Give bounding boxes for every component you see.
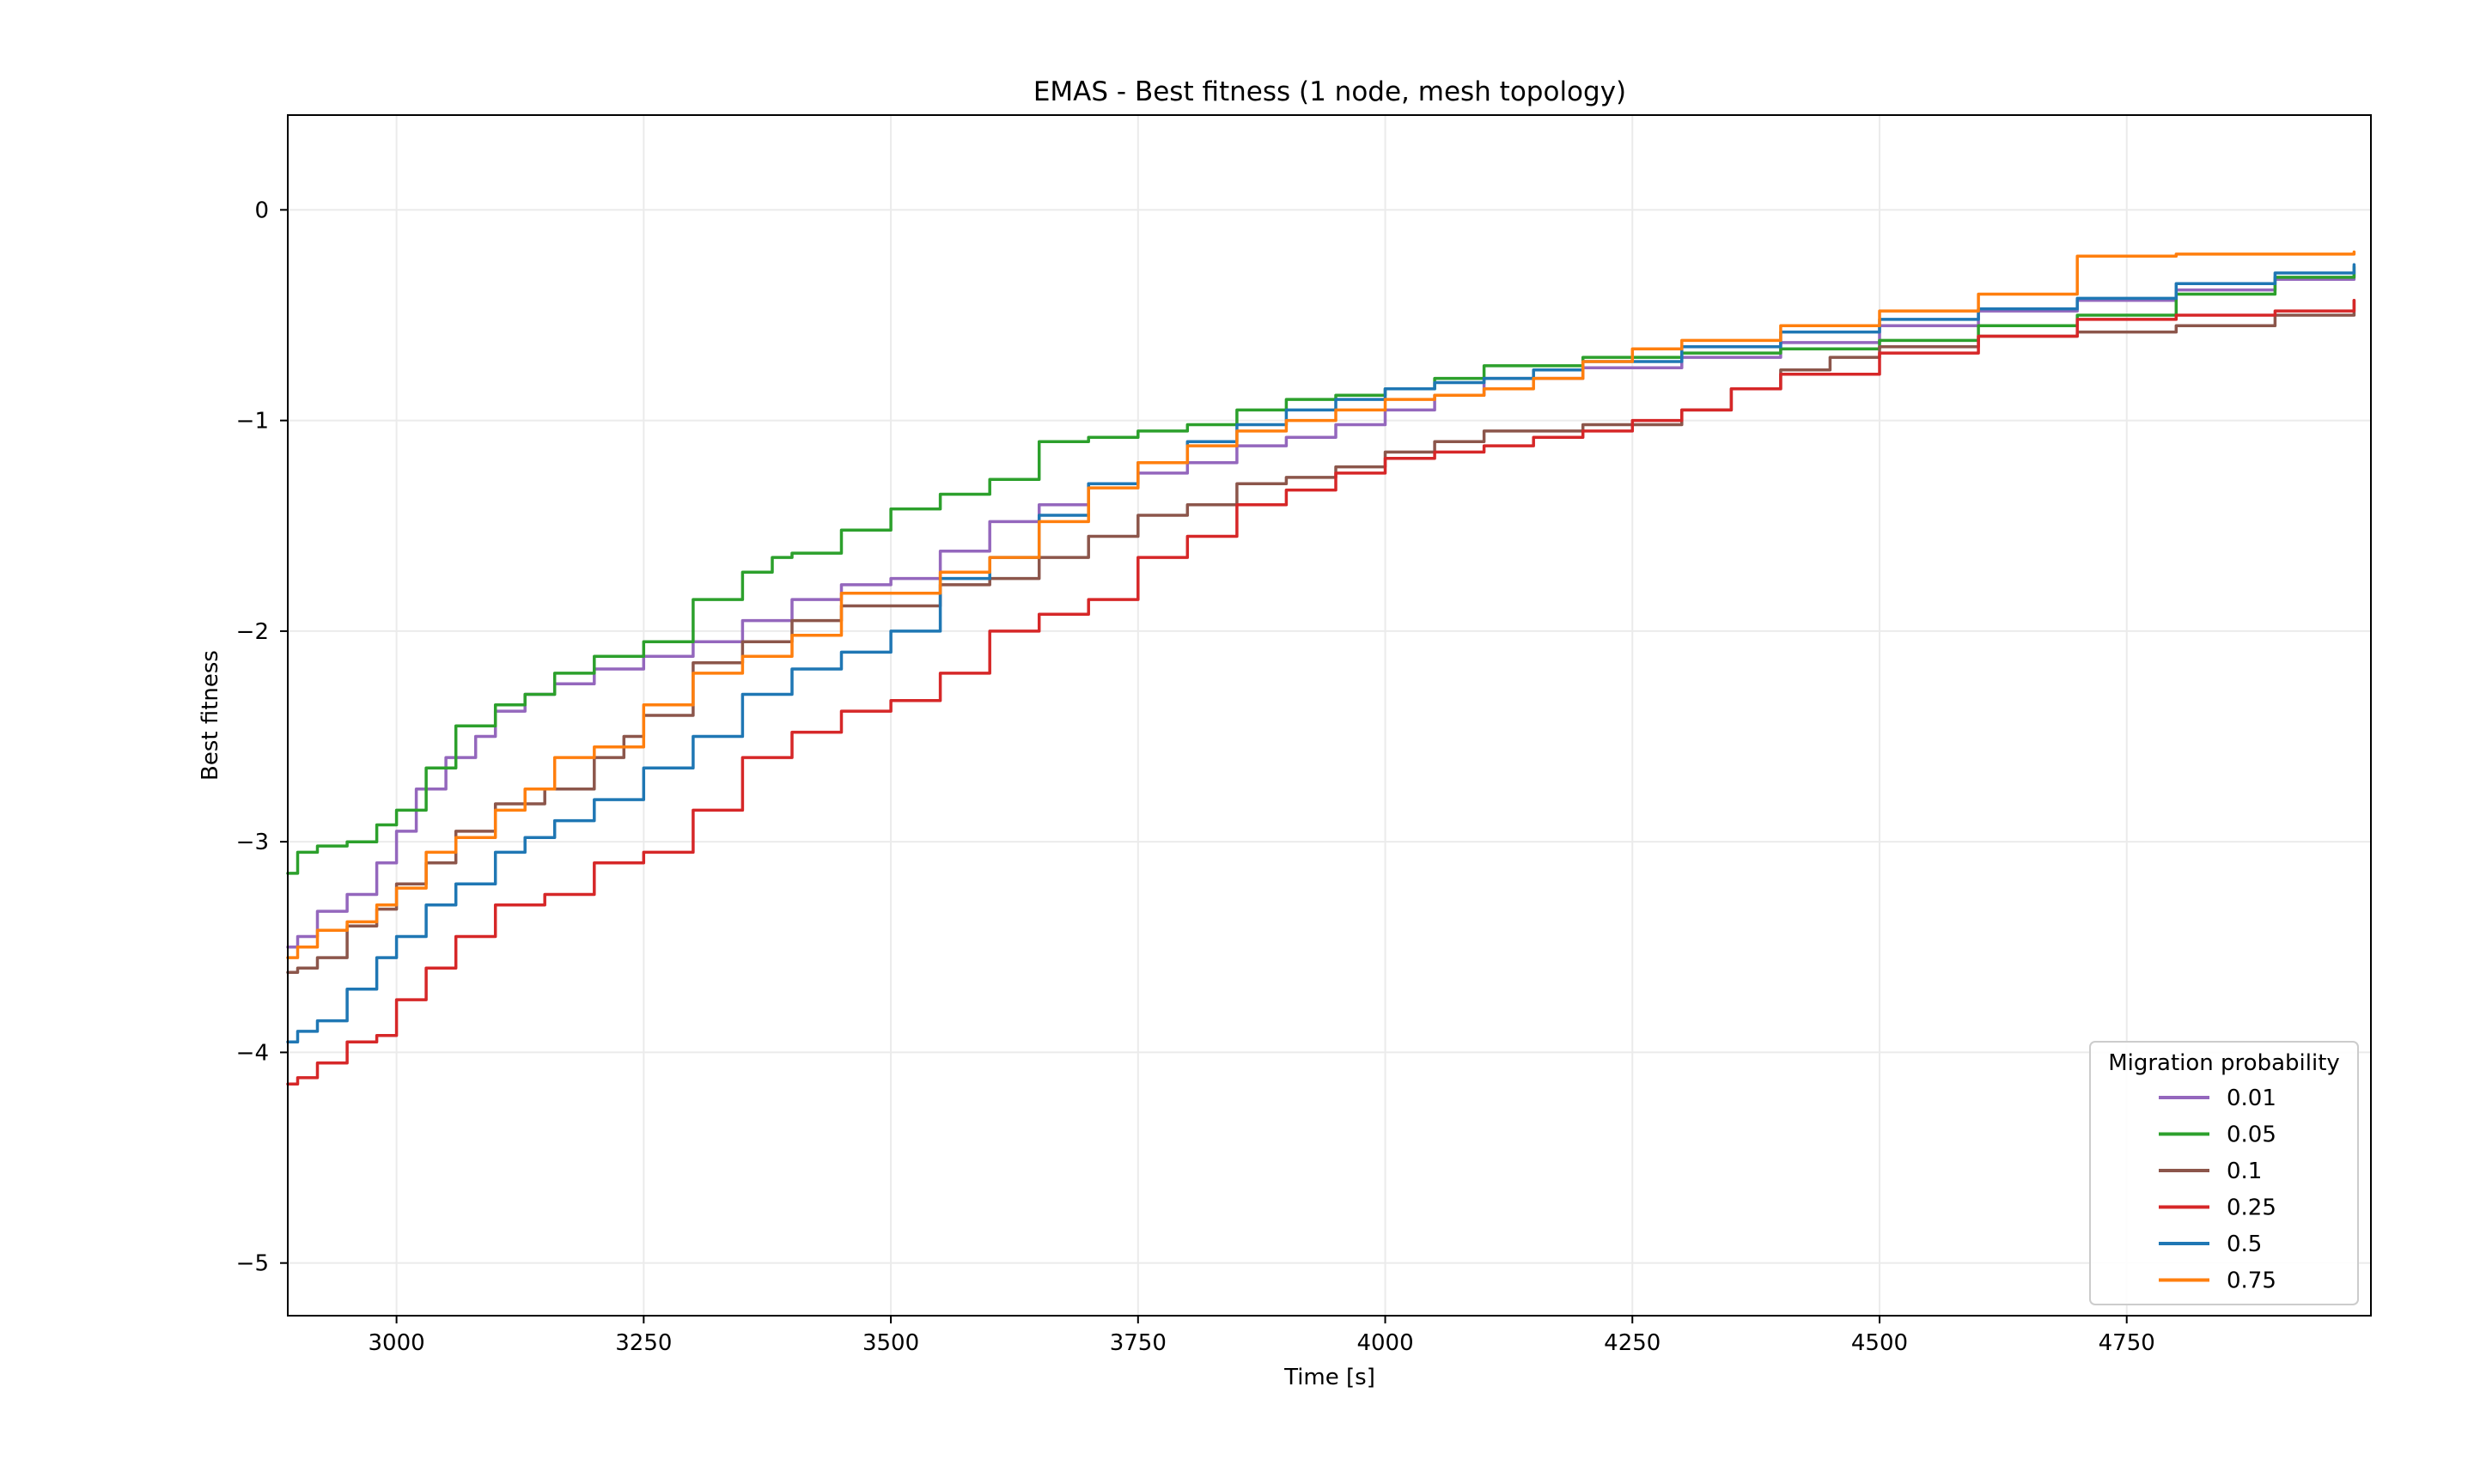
y-axis: 0 −1 −2 −3 −4 −5 [236,198,288,1277]
legend-label: 0.75 [2227,1268,2276,1294]
x-axis: 3000 3250 3500 3750 4000 4250 4500 4750 [369,1316,2155,1356]
legend-label: 0.1 [2227,1159,2262,1184]
plot-frame [287,114,2372,1317]
series-line-0-25 [286,299,2356,1086]
legend-label: 0.5 [2227,1232,2262,1257]
legend-title: Migration probability [2108,1050,2340,1076]
y-axis-label: Best fitness [198,650,223,781]
y-tick-label: −2 [236,619,269,645]
legend-label: 0.25 [2227,1195,2276,1221]
x-tick-label: 3750 [1110,1330,1167,1356]
x-tick-label: 3500 [862,1330,919,1356]
y-tick-label: −4 [236,1040,269,1066]
series-line-0-01 [286,271,2356,949]
legend-label: 0.05 [2227,1122,2276,1148]
y-tick-label: −1 [236,409,269,435]
x-tick-label: 4250 [1604,1330,1661,1356]
y-tick-label: −5 [236,1251,269,1277]
plot-area: 3000 3250 3500 3750 4000 4250 4500 4750 0 −1 −2 −3… [236,114,2372,1356]
x-tick-label: 3250 [615,1330,672,1356]
legend-box [2089,1041,2359,1305]
x-tick-label: 4750 [2099,1330,2155,1356]
y-tick-label: 0 [254,198,269,223]
y-tick-label: −3 [236,830,269,855]
x-tick-label: 3000 [369,1330,425,1356]
series-line-0-75 [286,250,2356,959]
series-line-0-05 [286,265,2356,875]
chart-title: EMAS - Best fitness (1 node, mesh topolo… [1033,76,1626,107]
plot-background [288,115,2371,1316]
series-lines [286,250,2356,1086]
x-axis-label: Time [s] [1283,1365,1375,1390]
legend: Migration probability 0.01 0.05 0.1 0.25 0.5… [2089,1041,2359,1305]
legend-label: 0.01 [2227,1086,2276,1111]
series-line-0-1 [286,299,2356,974]
x-tick-label: 4500 [1851,1330,1908,1356]
legend-items: 0.01 0.05 0.1 0.25 0.5 0.75 [2159,1086,2276,1294]
x-tick-label: 4000 [1356,1330,1413,1356]
